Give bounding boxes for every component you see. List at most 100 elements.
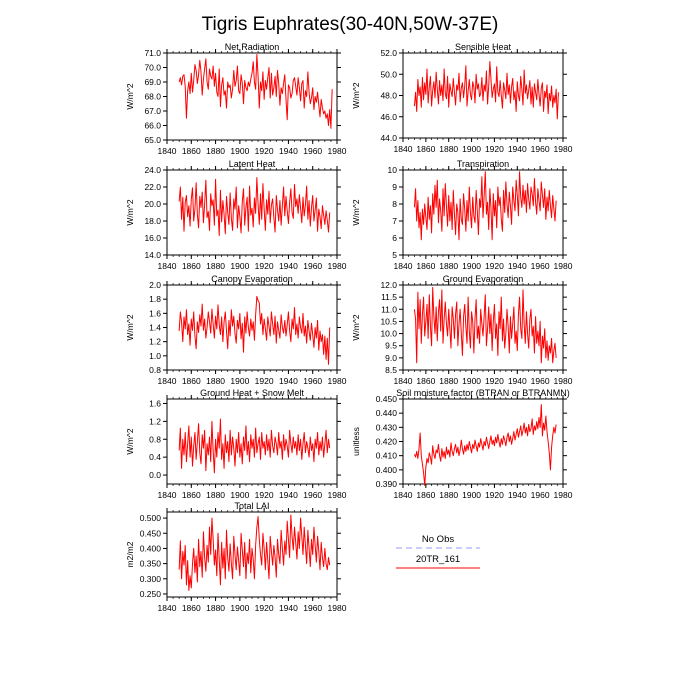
y-tick-label: 9	[392, 182, 397, 192]
x-tick-label: 1880	[439, 144, 458, 154]
y-tick-label: 69.0	[144, 77, 161, 87]
x-tick-label: 1880	[206, 146, 225, 156]
x-tick-label: 1960	[303, 490, 322, 500]
chart-panel: Soil moisture factor (BTRAN or BTRANMN) 1…	[351, 388, 573, 500]
chart-panel: Latent Heat 1840 1860 1880 1900 1920 1940 1960 1…	[125, 159, 347, 271]
x-tick-label: 1880	[439, 261, 458, 271]
y-tick-label: 20.0	[144, 199, 161, 209]
x-tick-label: 1900	[462, 144, 481, 154]
x-tick-label: 1900	[230, 376, 249, 386]
x-tick-label: 1860	[182, 490, 201, 500]
x-tick-label: 1980	[328, 490, 347, 500]
x-tick-label: 1840	[158, 490, 177, 500]
x-tick-label: 1900	[462, 490, 481, 500]
x-tick-label: 1900	[230, 261, 249, 271]
y-tick-label: 1.0	[149, 351, 161, 361]
x-tick-label: 1920	[255, 376, 274, 386]
y-tick-label: 8	[392, 199, 397, 209]
legend-label: 20TR_161	[416, 554, 460, 565]
y-tick-label: 0.0	[149, 470, 161, 480]
y-tick-label: 14.0	[144, 250, 161, 260]
chart-panel: Sensible Heat 1840 1860 1880 1900 1920 1940 196…	[351, 42, 573, 154]
y-tick-label: 18.0	[144, 216, 161, 226]
x-tick-label: 1860	[416, 261, 435, 271]
y-tick-label: 11.0	[381, 304, 397, 314]
x-tick-label: 1920	[485, 261, 504, 271]
series-line	[178, 514, 331, 591]
y-tick-label: 44.0	[380, 133, 397, 143]
panel-title: Ground Evaporation	[443, 274, 524, 284]
x-tick-label: 1880	[439, 376, 458, 386]
y-tick-label: 10.0	[380, 329, 397, 339]
x-tick-label: 1840	[394, 376, 413, 386]
x-tick-label: 1880	[206, 490, 225, 500]
y-tick-label: 9.0	[385, 353, 397, 363]
x-tick-label: 1920	[255, 490, 274, 500]
x-tick-label: 1880	[206, 376, 225, 386]
chart-panel: Transpiration 1840 1860 1880 1900 1920 1940 196…	[351, 159, 573, 271]
y-tick-label: 1.4	[149, 323, 161, 333]
y-tick-label: 0.300	[140, 574, 162, 584]
series-line	[413, 404, 557, 486]
y-tick-label: 0.450	[376, 394, 398, 404]
y-tick-label: 7	[392, 216, 397, 226]
x-tick-label: 1840	[394, 261, 413, 271]
y-tick-label: 52.0	[380, 48, 397, 58]
x-tick-label: 1980	[554, 376, 573, 386]
x-tick-label: 1960	[531, 376, 550, 386]
series-line	[178, 177, 331, 236]
x-tick-label: 1960	[531, 261, 550, 271]
x-tick-label: 1920	[485, 376, 504, 386]
series-line	[413, 171, 557, 241]
y-tick-label: 0.390	[376, 479, 398, 489]
chart-panel: Net Radiation 1840 1860 1880 1900 1920 1940 196…	[125, 42, 347, 156]
y-tick-label: 12.0	[380, 280, 397, 290]
y-tick-label: 11.5	[381, 292, 397, 302]
x-tick-label: 1860	[182, 603, 201, 613]
y-axis-label: W/m^2	[351, 82, 361, 108]
x-tick-label: 1860	[416, 376, 435, 386]
y-axis-label: m2/m2	[125, 541, 135, 567]
panel-title: Canopy Evaporation	[211, 274, 293, 284]
x-tick-label: 1960	[303, 261, 322, 271]
y-tick-label: 1.6	[149, 308, 161, 318]
x-tick-label: 1900	[230, 146, 249, 156]
y-tick-label: 46.0	[380, 112, 397, 122]
series-line	[178, 53, 333, 129]
y-tick-label: 16.0	[144, 233, 161, 243]
x-tick-label: 1960	[303, 603, 322, 613]
legend: No Obs 20TR_161	[396, 534, 480, 569]
panel-title: Latent Heat	[229, 159, 276, 169]
y-tick-label: 50.0	[380, 69, 397, 79]
x-tick-label: 1980	[554, 490, 573, 500]
y-tick-label: 0.350	[140, 559, 162, 569]
panel-title: Soil moisture factor (BTRAN or BTRANMN)	[396, 388, 570, 398]
x-tick-label: 1860	[416, 144, 435, 154]
y-tick-label: 68.0	[144, 92, 161, 102]
x-tick-label: 1880	[206, 603, 225, 613]
x-tick-label: 1980	[554, 144, 573, 154]
y-tick-label: 24.0	[144, 165, 161, 175]
y-tick-label: 0.400	[140, 543, 162, 553]
series-line	[413, 61, 559, 120]
y-axis-label: W/m^2	[351, 314, 361, 340]
x-tick-label: 1860	[182, 146, 201, 156]
x-tick-label: 1940	[279, 490, 298, 500]
x-tick-label: 1960	[531, 144, 550, 154]
x-tick-label: 1860	[182, 376, 201, 386]
x-tick-label: 1900	[462, 376, 481, 386]
chart-panel: Canopy Evaporation 1840 1860 1880 1900 1920 19…	[125, 274, 347, 386]
x-tick-label: 1880	[439, 490, 458, 500]
y-tick-label: 0.400	[376, 465, 398, 475]
x-tick-label: 1920	[255, 261, 274, 271]
x-tick-label: 1900	[230, 490, 249, 500]
x-tick-label: 1840	[158, 261, 177, 271]
y-tick-label: 1.6	[149, 398, 161, 408]
y-tick-label: 1.8	[149, 294, 161, 304]
y-axis-label: W/m^2	[351, 199, 361, 225]
x-tick-label: 1920	[485, 490, 504, 500]
chart-panel: Ground Evaporation 1840 1860 1880 1900 1920 19…	[351, 274, 573, 386]
x-tick-label: 1840	[158, 603, 177, 613]
x-tick-label: 1940	[508, 376, 527, 386]
